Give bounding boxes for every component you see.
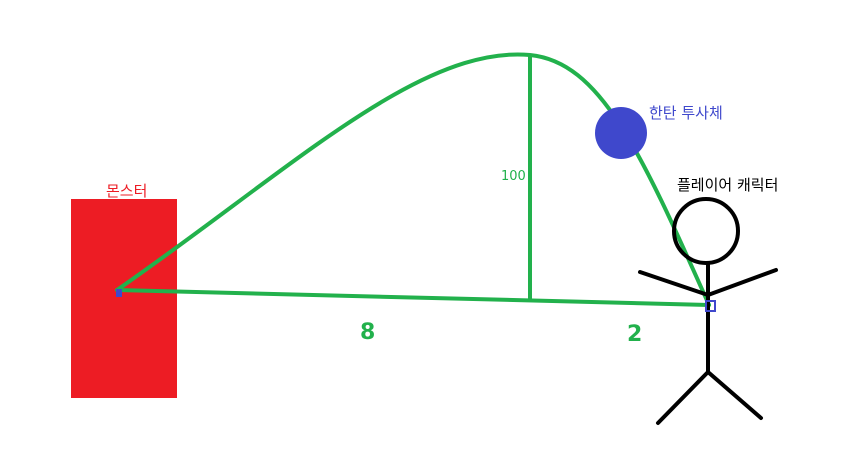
trajectory-arc xyxy=(115,52,711,307)
player-right-leg xyxy=(706,370,763,420)
player-left-arm xyxy=(638,270,710,297)
landing-marker xyxy=(705,300,716,312)
player-right-arm xyxy=(706,268,778,297)
player-label: 플레이어 캐릭터 xyxy=(677,176,778,194)
monster-label: 몬스터 xyxy=(106,182,147,200)
ground-distance-line xyxy=(115,288,711,307)
distance-left-label: 8 xyxy=(360,320,375,345)
monster-block xyxy=(71,199,177,398)
launch-marker xyxy=(116,289,122,297)
projectile-label: 한탄 투사체 xyxy=(649,104,723,122)
player-left-leg xyxy=(656,370,710,425)
projectile-ball xyxy=(595,107,647,159)
player-head xyxy=(672,197,740,265)
player-figure xyxy=(638,197,778,425)
height-label: 100 xyxy=(501,169,526,184)
distance-right-label: 2 xyxy=(627,322,642,347)
